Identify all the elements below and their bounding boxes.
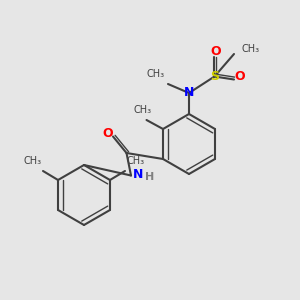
Text: CH₃: CH₃ <box>147 70 165 80</box>
Text: O: O <box>102 127 113 140</box>
Text: CH₃: CH₃ <box>242 44 260 54</box>
Text: O: O <box>210 45 221 58</box>
Text: CH₃: CH₃ <box>134 105 152 115</box>
Text: N: N <box>133 167 144 181</box>
Text: CH₃: CH₃ <box>23 157 41 166</box>
Text: S: S <box>210 70 219 83</box>
Text: H: H <box>145 172 154 182</box>
Text: CH₃: CH₃ <box>127 157 145 166</box>
Text: O: O <box>235 70 245 83</box>
Text: N: N <box>184 86 194 100</box>
